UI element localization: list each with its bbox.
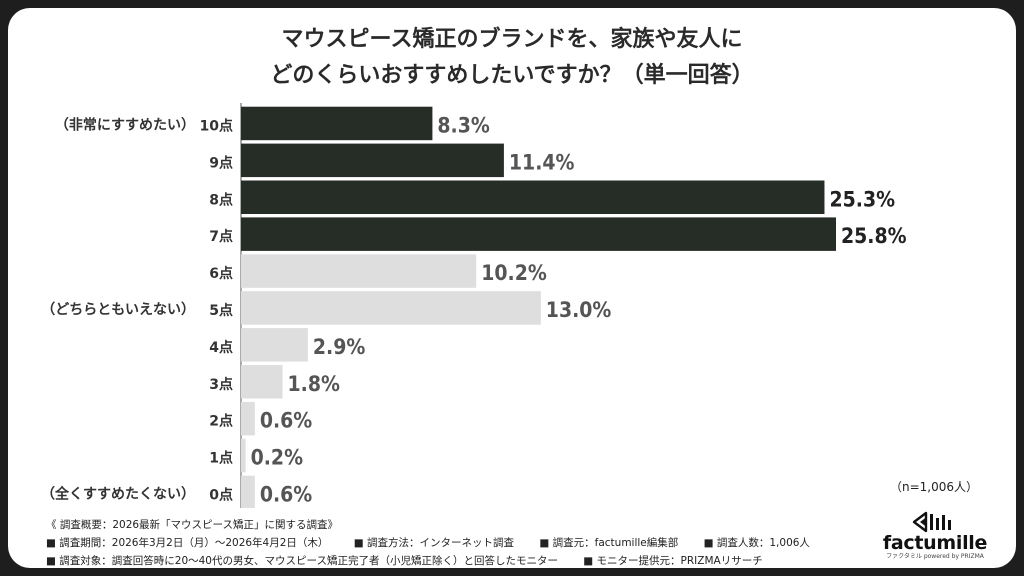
survey-row-3: ■ 調査対象：調査回答時に20～40代の男女、マウスピース矯正完了者（小児矯正除… — [46, 552, 832, 568]
bar-4点 — [241, 328, 308, 362]
category-label: 5点 — [209, 302, 233, 319]
survey-provider: ■ モニター提供元：PRIZMAリサーチ — [583, 555, 763, 567]
category-label: 7点 — [209, 228, 233, 245]
brand-mark-icon — [912, 511, 951, 533]
value-label: 1.8% — [288, 372, 340, 396]
category-label: 10点 — [200, 117, 233, 134]
survey-count: ■ 調査人数：1,006人 — [703, 537, 810, 549]
survey-method: ■ 調査方法：インターネット調査 — [353, 537, 515, 549]
bar-chart: 10点 8.3% 9点 11.4% 8点 25.3% 7点 25.8% 6点 10.2% 5点 13.… — [41, 103, 907, 508]
bar-2点 — [241, 401, 255, 436]
group-label: （どちらともいえない） — [41, 302, 195, 318]
group-label: （全くすすめたくない） — [41, 485, 195, 502]
survey-overview: 《 調査概要：2026最新「マウスピース矯正」に関する調査》 ■ 調査期間：20… — [46, 516, 832, 568]
bar-8点 — [241, 180, 825, 214]
bar-3点 — [241, 365, 283, 399]
value-label: 25.3% — [829, 187, 895, 211]
group-label: （非常にすすめたい） — [55, 116, 195, 133]
chart-title: マウスピース矯正のブランドを、家族や友人に どのくらいおすすめしたいですか？（単… — [8, 22, 1016, 94]
value-label: 2.9% — [313, 335, 365, 359]
bar-1点 — [241, 438, 246, 473]
value-label: 10.2% — [481, 261, 547, 285]
bar-10点 — [241, 106, 433, 141]
bar-5点 — [241, 291, 541, 325]
value-label: 11.4% — [509, 150, 575, 174]
sample-size-note: （n=1,006人） — [889, 480, 978, 494]
value-label: 0.6% — [260, 409, 312, 433]
category-label: 8点 — [209, 191, 233, 208]
category-label: 4点 — [209, 339, 233, 356]
category-label: 0点 — [209, 486, 233, 503]
category-label: 6点 — [209, 265, 233, 282]
value-label: 25.8% — [841, 224, 907, 248]
brand-katakana: ファクタミル — [886, 553, 922, 560]
title-line-1: マウスピース矯正のブランドを、家族や友人に — [281, 27, 743, 52]
survey-target: ■ 調査対象：調査回答時に20～40代の男女、マウスピース矯正完了者（小児矯正除… — [46, 555, 558, 567]
survey-source: ■ 調査元：factumille編集部 — [539, 537, 679, 549]
category-label: 1点 — [209, 450, 233, 467]
value-label: 8.3% — [437, 113, 489, 137]
survey-period: ■ 調査期間：2026年3月2日（月）～2026年4月2日（木） — [46, 537, 329, 549]
brand-name: factumille — [882, 532, 988, 554]
category-label: 2点 — [209, 413, 233, 430]
bar-7点 — [241, 217, 836, 251]
survey-row-2: ■ 調査期間：2026年3月2日（月）～2026年4月2日（木） ■ 調査方法：… — [46, 534, 832, 552]
value-label: 13.0% — [546, 298, 612, 322]
chart-card: マウスピース矯正のブランドを、家族や友人に どのくらいおすすめしたいですか？（単… — [8, 8, 1016, 568]
category-label: 3点 — [209, 376, 233, 393]
survey-heading: 《 調査概要：2026最新「マウスピース矯正」に関する調査》 — [46, 519, 339, 531]
brand-powered: powered by PRIZMA — [923, 553, 984, 560]
bar-0点 — [241, 475, 255, 508]
value-label: 0.2% — [251, 446, 303, 470]
title-line-2: どのくらいおすすめしたいですか？（単一回答） — [270, 63, 754, 88]
brand-logo: factumille ファクタミル powered by PRIZMA — [880, 511, 990, 561]
brand-sub: ファクタミル powered by PRIZMA — [880, 553, 990, 561]
value-label: 0.6% — [260, 482, 312, 506]
category-label: 9点 — [209, 154, 233, 171]
bar-6点 — [241, 254, 477, 288]
bar-9点 — [241, 143, 504, 178]
